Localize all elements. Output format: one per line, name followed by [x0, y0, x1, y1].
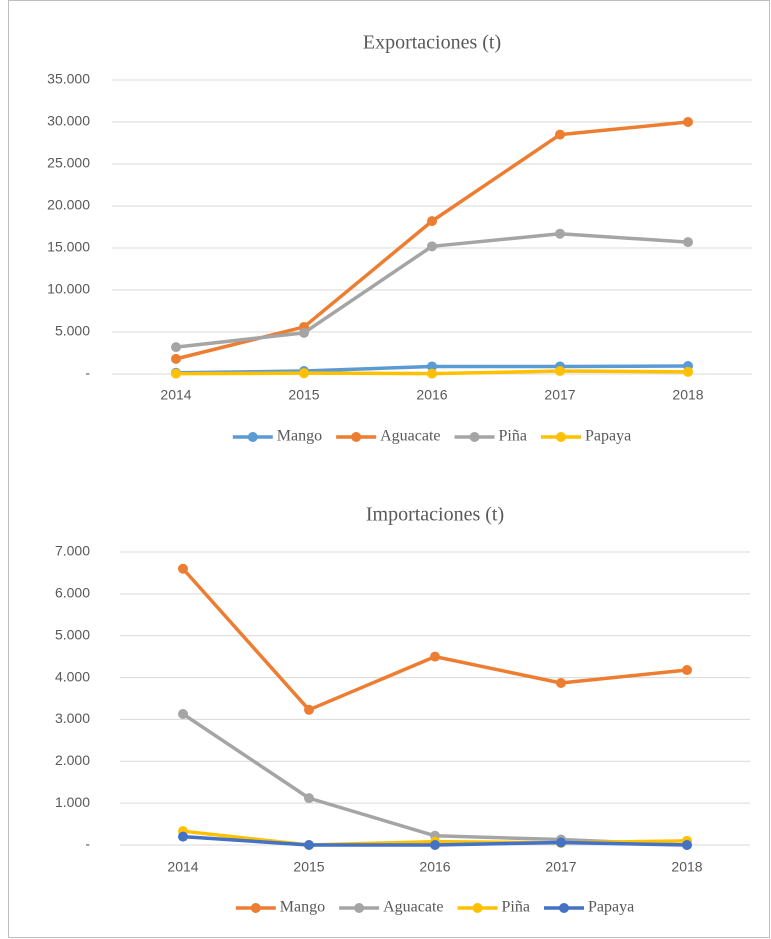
- series-line: [182, 712, 688, 847]
- y-tick-label: 35.000: [47, 71, 90, 87]
- y-tick-label: 7.000: [55, 543, 90, 559]
- y-tick-label: 25.000: [47, 155, 90, 171]
- marker: [555, 228, 565, 239]
- legend-label: Papaya: [588, 899, 634, 916]
- marker: [427, 361, 437, 372]
- y-tick-label: 6.000: [55, 585, 90, 601]
- y-tick-label: 3.000: [55, 710, 90, 726]
- y-tick-label: 20.000: [47, 197, 90, 213]
- marker: [683, 237, 693, 248]
- y-tick-label: 5.000: [55, 626, 90, 642]
- x-tick-label: 2016: [416, 387, 447, 403]
- y-tick-label: 30.000: [47, 113, 90, 129]
- x-tick-label: 2018: [672, 387, 703, 403]
- chart-title: Exportaciones (t): [363, 32, 501, 54]
- marker: [304, 793, 314, 804]
- marker: [299, 368, 309, 379]
- x-tick-label: 2015: [293, 859, 324, 875]
- y-tick-label: 2.000: [55, 752, 90, 768]
- marker: [171, 353, 181, 364]
- legend-marker: [469, 432, 480, 442]
- legend-label: Aguacate: [383, 899, 443, 916]
- x-tick-label: 2015: [288, 387, 319, 403]
- marker: [427, 241, 437, 252]
- marker: [683, 366, 693, 377]
- x-tick-label: 2014: [167, 859, 198, 875]
- x-tick-label: 2017: [545, 859, 576, 875]
- series-line: [181, 567, 688, 712]
- legend-marker: [472, 903, 483, 913]
- legend-label: Papaya: [585, 428, 631, 445]
- marker: [556, 837, 566, 848]
- marker: [555, 129, 565, 140]
- marker: [171, 368, 181, 379]
- marker: [427, 368, 437, 379]
- legend-label: Piña: [502, 899, 530, 916]
- marker: [682, 840, 692, 850]
- series-line: [175, 120, 689, 361]
- legend-label: Aguacate: [380, 428, 440, 445]
- marker: [178, 831, 188, 842]
- y-tick-label: 15.000: [47, 239, 90, 255]
- y-tick-label: 1.000: [55, 794, 90, 810]
- legend-marker: [250, 903, 261, 913]
- y-tick-label: 4.000: [55, 668, 90, 684]
- marker: [683, 117, 693, 127]
- marker: [430, 840, 440, 850]
- marker: [178, 708, 188, 719]
- marker: [682, 665, 692, 676]
- legend-marker: [351, 432, 362, 442]
- x-tick-label: 2018: [671, 859, 702, 875]
- x-tick-label: 2017: [544, 387, 575, 403]
- x-tick-label: 2014: [160, 387, 191, 403]
- y-tick-label: -: [85, 836, 90, 852]
- marker: [430, 651, 440, 662]
- frame: [8, 0, 770, 938]
- marker: [304, 704, 314, 715]
- legend-label: Mango: [280, 899, 325, 916]
- marker: [178, 563, 188, 574]
- y-tick-label: 10.000: [47, 281, 90, 297]
- marker: [556, 678, 566, 689]
- marker: [427, 216, 437, 227]
- legend-marker: [555, 432, 566, 442]
- legend-marker: [558, 903, 569, 913]
- marker: [304, 840, 314, 850]
- y-tick-label: 5.000: [55, 323, 90, 339]
- marker: [171, 342, 181, 353]
- marker: [299, 327, 309, 338]
- y-tick-label: -: [85, 365, 90, 381]
- legend-label: Mango: [277, 428, 322, 445]
- marker: [555, 366, 565, 377]
- legend-marker: [247, 432, 258, 442]
- legend-marker: [354, 903, 365, 913]
- legend-label: Piña: [499, 428, 527, 445]
- x-tick-label: 2016: [419, 859, 450, 875]
- chart-title: Importaciones (t): [366, 504, 504, 526]
